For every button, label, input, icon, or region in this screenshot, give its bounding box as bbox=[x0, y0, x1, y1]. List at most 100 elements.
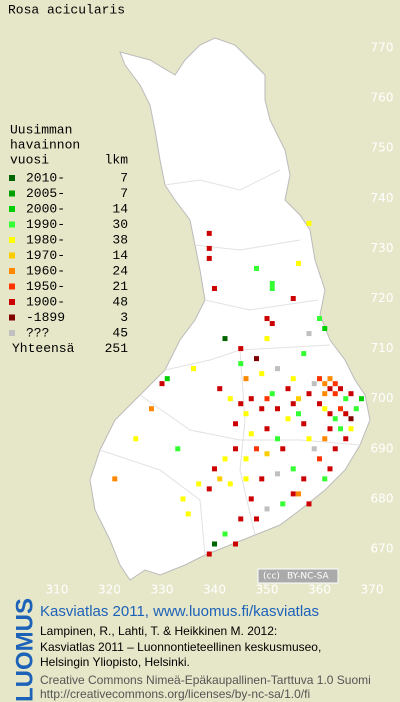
record-square bbox=[348, 426, 354, 432]
legend-count: 7 bbox=[120, 186, 128, 201]
record-square bbox=[243, 456, 249, 462]
record-square bbox=[248, 431, 254, 437]
record-square bbox=[285, 386, 291, 392]
record-square bbox=[353, 406, 359, 412]
x-grid-label: 360 bbox=[308, 583, 331, 597]
record-square bbox=[275, 471, 280, 477]
legend-count: 21 bbox=[112, 279, 128, 294]
record-square bbox=[275, 406, 280, 412]
record-square bbox=[322, 436, 328, 442]
record-square bbox=[301, 476, 307, 482]
record-square bbox=[343, 436, 349, 442]
record-square bbox=[359, 396, 364, 402]
record-square bbox=[243, 411, 249, 417]
record-square bbox=[180, 496, 186, 502]
y-grid-label: 720 bbox=[371, 291, 394, 305]
record-square bbox=[238, 361, 244, 367]
x-grid-label: 310 bbox=[46, 583, 69, 597]
record-square bbox=[322, 476, 328, 482]
y-grid-label: 710 bbox=[371, 341, 394, 355]
record-square bbox=[343, 396, 349, 402]
legend-label: 1970- bbox=[26, 248, 65, 263]
record-square bbox=[280, 501, 286, 507]
legend-count: 14 bbox=[112, 201, 128, 216]
record-square bbox=[290, 491, 296, 497]
record-square bbox=[306, 220, 312, 226]
legend-swatch bbox=[9, 268, 15, 274]
legend-swatch bbox=[9, 175, 15, 181]
record-square bbox=[332, 416, 338, 422]
record-square bbox=[327, 376, 333, 382]
record-square bbox=[306, 436, 312, 442]
record-square bbox=[311, 381, 317, 387]
record-square bbox=[296, 491, 301, 497]
record-square bbox=[233, 541, 238, 547]
record-square bbox=[269, 285, 275, 291]
legend-swatch bbox=[9, 206, 15, 212]
x-grid-label: 350 bbox=[256, 583, 279, 597]
y-grid-label: 690 bbox=[371, 441, 394, 455]
record-square bbox=[348, 416, 354, 422]
record-square bbox=[254, 516, 259, 522]
record-square bbox=[254, 446, 259, 452]
record-square bbox=[238, 346, 244, 352]
record-square bbox=[264, 336, 270, 342]
record-square bbox=[322, 326, 328, 332]
record-square bbox=[159, 381, 165, 387]
legend-header: Uusimman bbox=[10, 122, 72, 137]
record-square bbox=[322, 391, 328, 397]
record-square bbox=[264, 316, 270, 322]
record-square bbox=[327, 426, 333, 432]
record-square bbox=[238, 401, 244, 407]
legend-count: 48 bbox=[112, 294, 128, 309]
record-square bbox=[338, 386, 343, 392]
legend-header: havainnon bbox=[10, 137, 80, 152]
x-grid-label: 340 bbox=[203, 583, 226, 597]
record-square bbox=[332, 391, 338, 397]
y-grid-label: 670 bbox=[371, 542, 394, 556]
record-square bbox=[175, 446, 181, 452]
record-square bbox=[233, 446, 238, 452]
record-square bbox=[248, 496, 254, 502]
record-square bbox=[238, 516, 244, 522]
legend-label: 2005- bbox=[26, 186, 65, 201]
record-square bbox=[164, 376, 170, 382]
legend-swatch bbox=[9, 330, 15, 336]
y-grid-label: 700 bbox=[371, 391, 394, 405]
record-square bbox=[185, 511, 191, 517]
legend-label: -1899 bbox=[26, 310, 65, 325]
record-square bbox=[259, 371, 265, 377]
record-square bbox=[264, 396, 270, 402]
legend-total-label: Yhteensä bbox=[12, 341, 75, 356]
record-square bbox=[212, 285, 217, 291]
record-square bbox=[296, 411, 301, 417]
y-grid-label: 760 bbox=[371, 91, 394, 105]
citation-line: Helsingin Yliopisto, Helsinki. bbox=[40, 655, 190, 669]
y-grid-label: 680 bbox=[371, 491, 394, 505]
legend-label: 1990- bbox=[26, 217, 65, 232]
cc-badge bbox=[257, 568, 339, 584]
legend-swatch bbox=[9, 252, 15, 259]
legend-swatch bbox=[9, 314, 15, 321]
cc-badge-text: BY-NC-SA bbox=[287, 572, 330, 582]
record-square bbox=[264, 506, 270, 512]
record-square bbox=[191, 366, 196, 372]
record-square bbox=[343, 411, 349, 417]
legend-header: vuosi bbox=[10, 152, 49, 167]
record-square bbox=[206, 255, 212, 261]
record-square bbox=[296, 260, 301, 266]
legend-label: 1950- bbox=[26, 279, 65, 294]
record-square bbox=[227, 481, 233, 487]
y-grid-label: 740 bbox=[371, 191, 394, 205]
record-square bbox=[327, 411, 333, 417]
cc-badge-cc: (cc) bbox=[263, 572, 280, 582]
record-square bbox=[264, 426, 270, 432]
record-square bbox=[317, 401, 322, 407]
record-square bbox=[212, 466, 217, 472]
y-grid-label: 730 bbox=[371, 241, 394, 255]
record-square bbox=[327, 386, 333, 392]
record-square bbox=[301, 351, 307, 357]
record-square bbox=[311, 446, 317, 452]
record-square bbox=[212, 541, 217, 547]
